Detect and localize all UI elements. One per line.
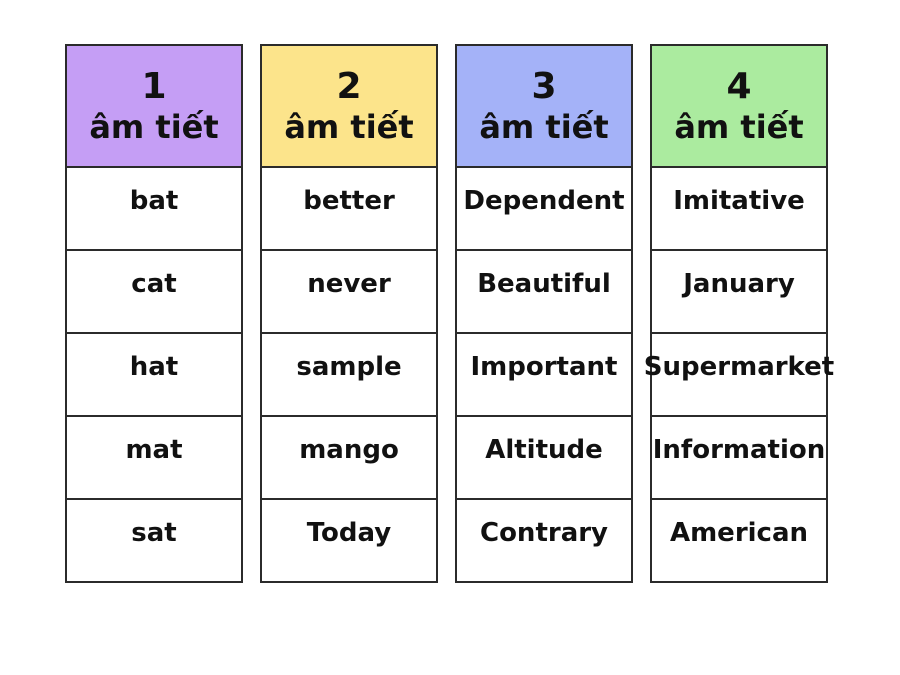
word-label: Important	[470, 352, 618, 382]
column-4-number: 4	[726, 65, 752, 107]
word-cell: sample	[260, 332, 438, 417]
word-cell: American	[650, 498, 828, 583]
word-label: January	[683, 269, 795, 299]
word-cell: Beautiful	[455, 249, 633, 334]
word-cell: Dependent	[455, 166, 633, 251]
word-cell: Altitude	[455, 415, 633, 500]
word-label: sat	[131, 518, 177, 548]
word-label: Supermarket	[643, 352, 835, 382]
word-cell: bat	[65, 166, 243, 251]
column-1-syllable: 1 âm tiết bat cat hat mat sat	[65, 44, 243, 583]
word-cell: sat	[65, 498, 243, 583]
word-label: never	[307, 269, 391, 299]
word-cell: mat	[65, 415, 243, 500]
column-3-syllable: 3 âm tiết Dependent Beautiful Important …	[455, 44, 633, 583]
word-cell: cat	[65, 249, 243, 334]
word-label: Information	[652, 435, 826, 465]
word-label: Imitative	[673, 186, 805, 216]
word-label: bat	[129, 186, 179, 216]
column-2-header: 2 âm tiết	[260, 44, 438, 168]
column-3-header: 3 âm tiết	[455, 44, 633, 168]
word-cell: Information	[650, 415, 828, 500]
column-4-header: 4 âm tiết	[650, 44, 828, 168]
column-4-syllable: 4 âm tiết Imitative January Supermarket …	[644, 44, 834, 583]
word-label: better	[303, 186, 395, 216]
word-label: sample	[296, 352, 402, 382]
word-label: American	[669, 518, 809, 548]
column-1-label: âm tiết	[89, 108, 219, 147]
word-cell: mango	[260, 415, 438, 500]
word-cell: hat	[65, 332, 243, 417]
word-cell: Contrary	[455, 498, 633, 583]
column-3-label: âm tiết	[479, 108, 609, 147]
column-2-label: âm tiết	[284, 108, 414, 147]
word-cell: Important	[455, 332, 633, 417]
word-cell: better	[260, 166, 438, 251]
word-label: Beautiful	[477, 269, 611, 299]
word-cell: Today	[260, 498, 438, 583]
column-2-syllable: 2 âm tiết better never sample mango Toda…	[260, 44, 438, 583]
word-label: mat	[125, 435, 183, 465]
word-label: hat	[129, 352, 179, 382]
word-label: Dependent	[463, 186, 625, 216]
word-label: Altitude	[485, 435, 603, 465]
word-cell: January	[650, 249, 828, 334]
word-label: mango	[299, 435, 399, 465]
word-cell: Imitative	[650, 166, 828, 251]
word-cell: Supermarket	[644, 332, 834, 417]
column-2-number: 2	[336, 65, 362, 107]
column-1-number: 1	[141, 65, 167, 107]
word-label: Today	[306, 518, 392, 548]
column-4-label: âm tiết	[674, 108, 804, 147]
word-cell: never	[260, 249, 438, 334]
word-label: Contrary	[479, 518, 609, 548]
syllable-table: 1 âm tiết bat cat hat mat sat 2 âm tiết …	[65, 44, 834, 583]
column-3-number: 3	[531, 65, 557, 107]
column-1-header: 1 âm tiết	[65, 44, 243, 168]
word-label: cat	[131, 269, 177, 299]
